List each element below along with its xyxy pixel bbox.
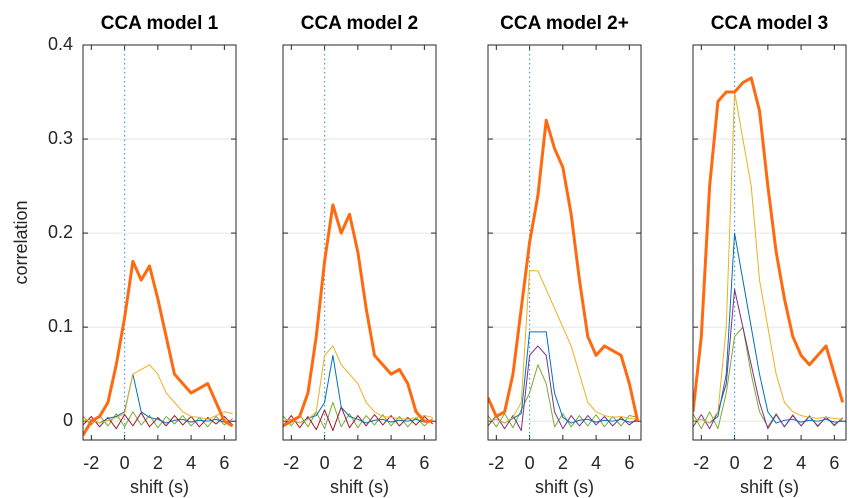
axes-box <box>487 44 642 441</box>
plot-lines <box>693 76 845 430</box>
plot-lines <box>283 203 434 432</box>
y-tick-label: 0.2 <box>48 222 73 242</box>
x-axis-label: shift (s) <box>535 477 594 497</box>
x-tick-label: 0 <box>525 453 535 473</box>
series-line <box>83 259 234 437</box>
series-line <box>693 76 845 412</box>
axes-box <box>82 44 237 441</box>
series-line <box>488 364 638 429</box>
series-line <box>283 354 433 424</box>
x-tick-label: 2 <box>763 453 773 473</box>
x-axis-label: shift (s) <box>130 477 189 497</box>
x-tick-label: 6 <box>219 453 229 473</box>
x-tick-label: 0 <box>320 453 330 473</box>
series-line <box>693 232 843 424</box>
x-axis-label: shift (s) <box>740 477 799 497</box>
x-tick-label: 4 <box>591 453 601 473</box>
axes-box <box>692 44 847 441</box>
series-line <box>693 91 843 424</box>
x-tick-label: 2 <box>558 453 568 473</box>
x-tick-label: -2 <box>283 453 299 473</box>
chart-title: CCA model 2 <box>301 13 419 34</box>
series-line <box>283 406 434 432</box>
series-line <box>83 373 233 424</box>
x-tick-label: 4 <box>796 453 806 473</box>
series-line <box>488 270 638 424</box>
y-tick-label: 0.3 <box>48 128 73 148</box>
series-line <box>693 289 843 430</box>
series-line <box>283 203 433 428</box>
y-axis-label: correlation <box>11 200 31 284</box>
x-tick-label: -2 <box>83 453 99 473</box>
series-line <box>283 345 433 424</box>
x-tick-label: -2 <box>693 453 709 473</box>
chart-title: CCA model 2+ <box>500 13 629 34</box>
x-tick-label: 6 <box>829 453 839 473</box>
chart-title: CCA model 3 <box>711 13 829 34</box>
plot-lines <box>83 259 234 437</box>
series-line <box>83 411 233 429</box>
x-tick-label: 2 <box>353 453 363 473</box>
x-tick-label: -2 <box>488 453 504 473</box>
series-line <box>488 345 638 432</box>
series-line <box>488 118 640 422</box>
x-tick-label: 2 <box>153 453 163 473</box>
y-tick-label: 0 <box>63 410 73 430</box>
series-line <box>83 364 233 424</box>
chart-title: CCA model 1 <box>101 13 219 34</box>
x-tick-label: 4 <box>386 453 396 473</box>
y-tick-label: 0.1 <box>48 316 73 336</box>
axes-box <box>282 44 437 441</box>
x-tick-label: 0 <box>730 453 740 473</box>
y-tick-label: 0.4 <box>48 34 73 54</box>
series-line <box>83 412 234 430</box>
x-tick-label: 6 <box>624 453 634 473</box>
plot-lines <box>488 118 640 432</box>
series-line <box>283 401 434 430</box>
x-tick-label: 6 <box>419 453 429 473</box>
x-axis-label: shift (s) <box>330 477 389 497</box>
series-line <box>488 331 638 424</box>
series-line <box>693 326 844 430</box>
x-tick-label: 0 <box>120 453 130 473</box>
x-tick-label: 4 <box>186 453 196 473</box>
